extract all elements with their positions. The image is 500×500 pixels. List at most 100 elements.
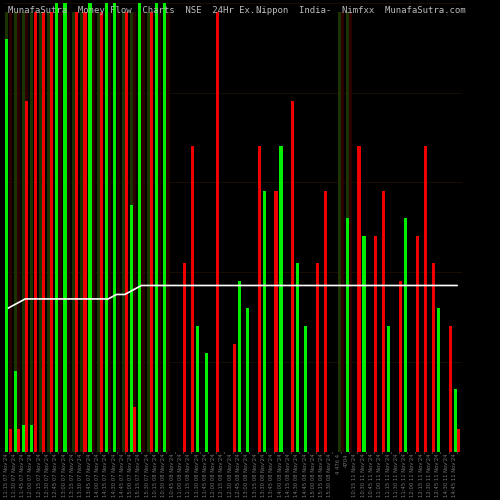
Bar	[84, 12, 86, 452]
Text: Nippon  India-  Nimfxx  MunafaSutra.com: Nippon India- Nimfxx MunafaSutra.com	[256, 6, 466, 16]
Bar	[55, 3, 58, 452]
Bar	[238, 281, 241, 452]
Bar	[138, 3, 141, 452]
Bar	[114, 12, 116, 452]
Bar	[92, 12, 95, 452]
Bar	[14, 12, 17, 452]
Bar	[34, 12, 36, 452]
Bar	[130, 12, 133, 452]
Bar	[432, 263, 436, 452]
Bar	[80, 12, 83, 452]
Bar	[100, 12, 103, 452]
Bar	[233, 344, 236, 452]
Bar	[125, 12, 128, 452]
Bar	[424, 146, 427, 452]
Bar	[296, 263, 299, 452]
Bar	[404, 218, 407, 452]
Bar	[30, 424, 34, 452]
Bar	[138, 12, 141, 452]
Bar	[146, 12, 150, 452]
Bar	[155, 3, 158, 452]
Bar	[382, 191, 386, 452]
Bar	[22, 12, 25, 452]
Bar	[55, 12, 58, 452]
Bar	[108, 12, 112, 452]
Bar	[84, 12, 86, 452]
Bar	[346, 12, 349, 452]
Bar	[64, 3, 66, 452]
Bar	[14, 370, 17, 452]
Bar	[150, 12, 153, 452]
Bar	[258, 146, 261, 452]
Bar	[163, 12, 166, 452]
Bar	[280, 146, 282, 452]
Bar	[75, 12, 78, 452]
Bar	[142, 12, 144, 452]
Bar	[263, 191, 266, 452]
Bar	[291, 102, 294, 452]
Bar	[34, 12, 36, 452]
Bar	[100, 12, 103, 452]
Bar	[454, 388, 457, 452]
Bar	[130, 204, 133, 452]
Bar	[324, 191, 328, 452]
Bar	[25, 12, 28, 452]
Text: MunafaSutra  Money Flow  Charts  NSE  24Hr Ex...: MunafaSutra Money Flow Charts NSE 24Hr E…	[8, 6, 266, 16]
Bar	[416, 236, 418, 452]
Bar	[88, 3, 92, 452]
Bar	[30, 12, 34, 452]
Bar	[192, 146, 194, 452]
Bar	[166, 12, 170, 452]
Bar	[216, 12, 220, 452]
Bar	[67, 12, 70, 452]
Bar	[6, 12, 8, 452]
Bar	[362, 236, 366, 452]
Bar	[64, 12, 66, 452]
Bar	[183, 263, 186, 452]
Bar	[158, 12, 161, 452]
Bar	[150, 12, 153, 452]
Bar	[274, 191, 278, 452]
Bar	[338, 12, 340, 452]
Bar	[96, 12, 100, 452]
Bar	[25, 102, 28, 452]
Bar	[88, 12, 92, 452]
Bar	[341, 12, 344, 452]
Bar	[8, 429, 12, 452]
Bar	[349, 12, 352, 452]
Bar	[116, 12, 119, 452]
Bar	[75, 12, 78, 452]
Bar	[38, 12, 42, 452]
Bar	[246, 308, 250, 452]
Bar	[163, 3, 166, 452]
Bar	[17, 429, 20, 452]
Bar	[122, 12, 124, 452]
Bar	[204, 353, 208, 452]
Bar	[47, 12, 50, 452]
Bar	[105, 3, 108, 452]
Bar	[22, 424, 25, 452]
Bar	[358, 146, 360, 452]
Bar	[72, 12, 75, 452]
Bar	[388, 326, 390, 452]
Bar	[114, 3, 116, 452]
Bar	[125, 12, 128, 452]
Bar	[8, 12, 12, 452]
Bar	[50, 12, 53, 452]
Bar	[449, 326, 452, 452]
Bar	[6, 38, 8, 452]
Bar	[42, 12, 45, 452]
Bar	[155, 12, 158, 452]
Bar	[133, 406, 136, 452]
Bar	[42, 12, 45, 452]
Bar	[316, 263, 319, 452]
Bar	[437, 308, 440, 452]
Bar	[457, 429, 460, 452]
Bar	[374, 236, 377, 452]
Bar	[58, 12, 61, 452]
Bar	[399, 281, 402, 452]
Bar	[133, 12, 136, 452]
Bar	[346, 218, 349, 452]
Bar	[50, 12, 53, 452]
Bar	[105, 12, 108, 452]
